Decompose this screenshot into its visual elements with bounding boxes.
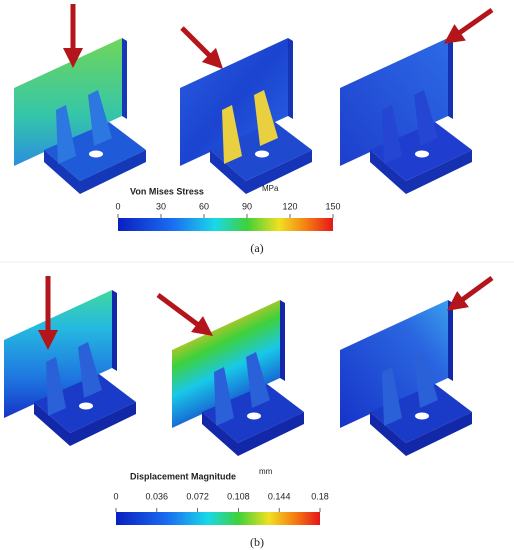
panel-b-images <box>4 275 494 456</box>
colorbar-unit: mm <box>259 467 273 476</box>
colorbar-unit: MPa <box>262 184 279 193</box>
colorbar-tick-label: 120 <box>282 201 297 211</box>
colorbar-tick-label: 0.18 <box>311 491 329 501</box>
colorbar-tick-label: 30 <box>156 201 166 211</box>
colorbar-tick-label: 0.072 <box>186 491 209 501</box>
caption: (a) <box>250 241 263 255</box>
colorbar-title: Von Mises Stress <box>130 186 204 196</box>
caption: (b) <box>250 535 264 549</box>
colorbar-tick-label: 150 <box>325 201 340 211</box>
colorbars: Von Mises Stress MPa 0 30 60 90 120 150 (a) Displ… <box>113 184 340 549</box>
colorbar <box>118 218 333 231</box>
colorbar-tick-label: 60 <box>199 201 209 211</box>
colorbar <box>116 512 320 525</box>
panel-a-images <box>14 4 494 194</box>
colorbar-title: Displacement Magnitude <box>130 471 236 481</box>
colorbar-tick-label: 0.144 <box>268 491 291 501</box>
colorbar-tick-label: 90 <box>242 201 252 211</box>
colorbar-tick-label: 0 <box>113 491 118 501</box>
colorbar-tick-label: 0.108 <box>227 491 250 501</box>
colorbar-tick-label: 0 <box>115 201 120 211</box>
colorbar-tick-label: 0.036 <box>146 491 169 501</box>
